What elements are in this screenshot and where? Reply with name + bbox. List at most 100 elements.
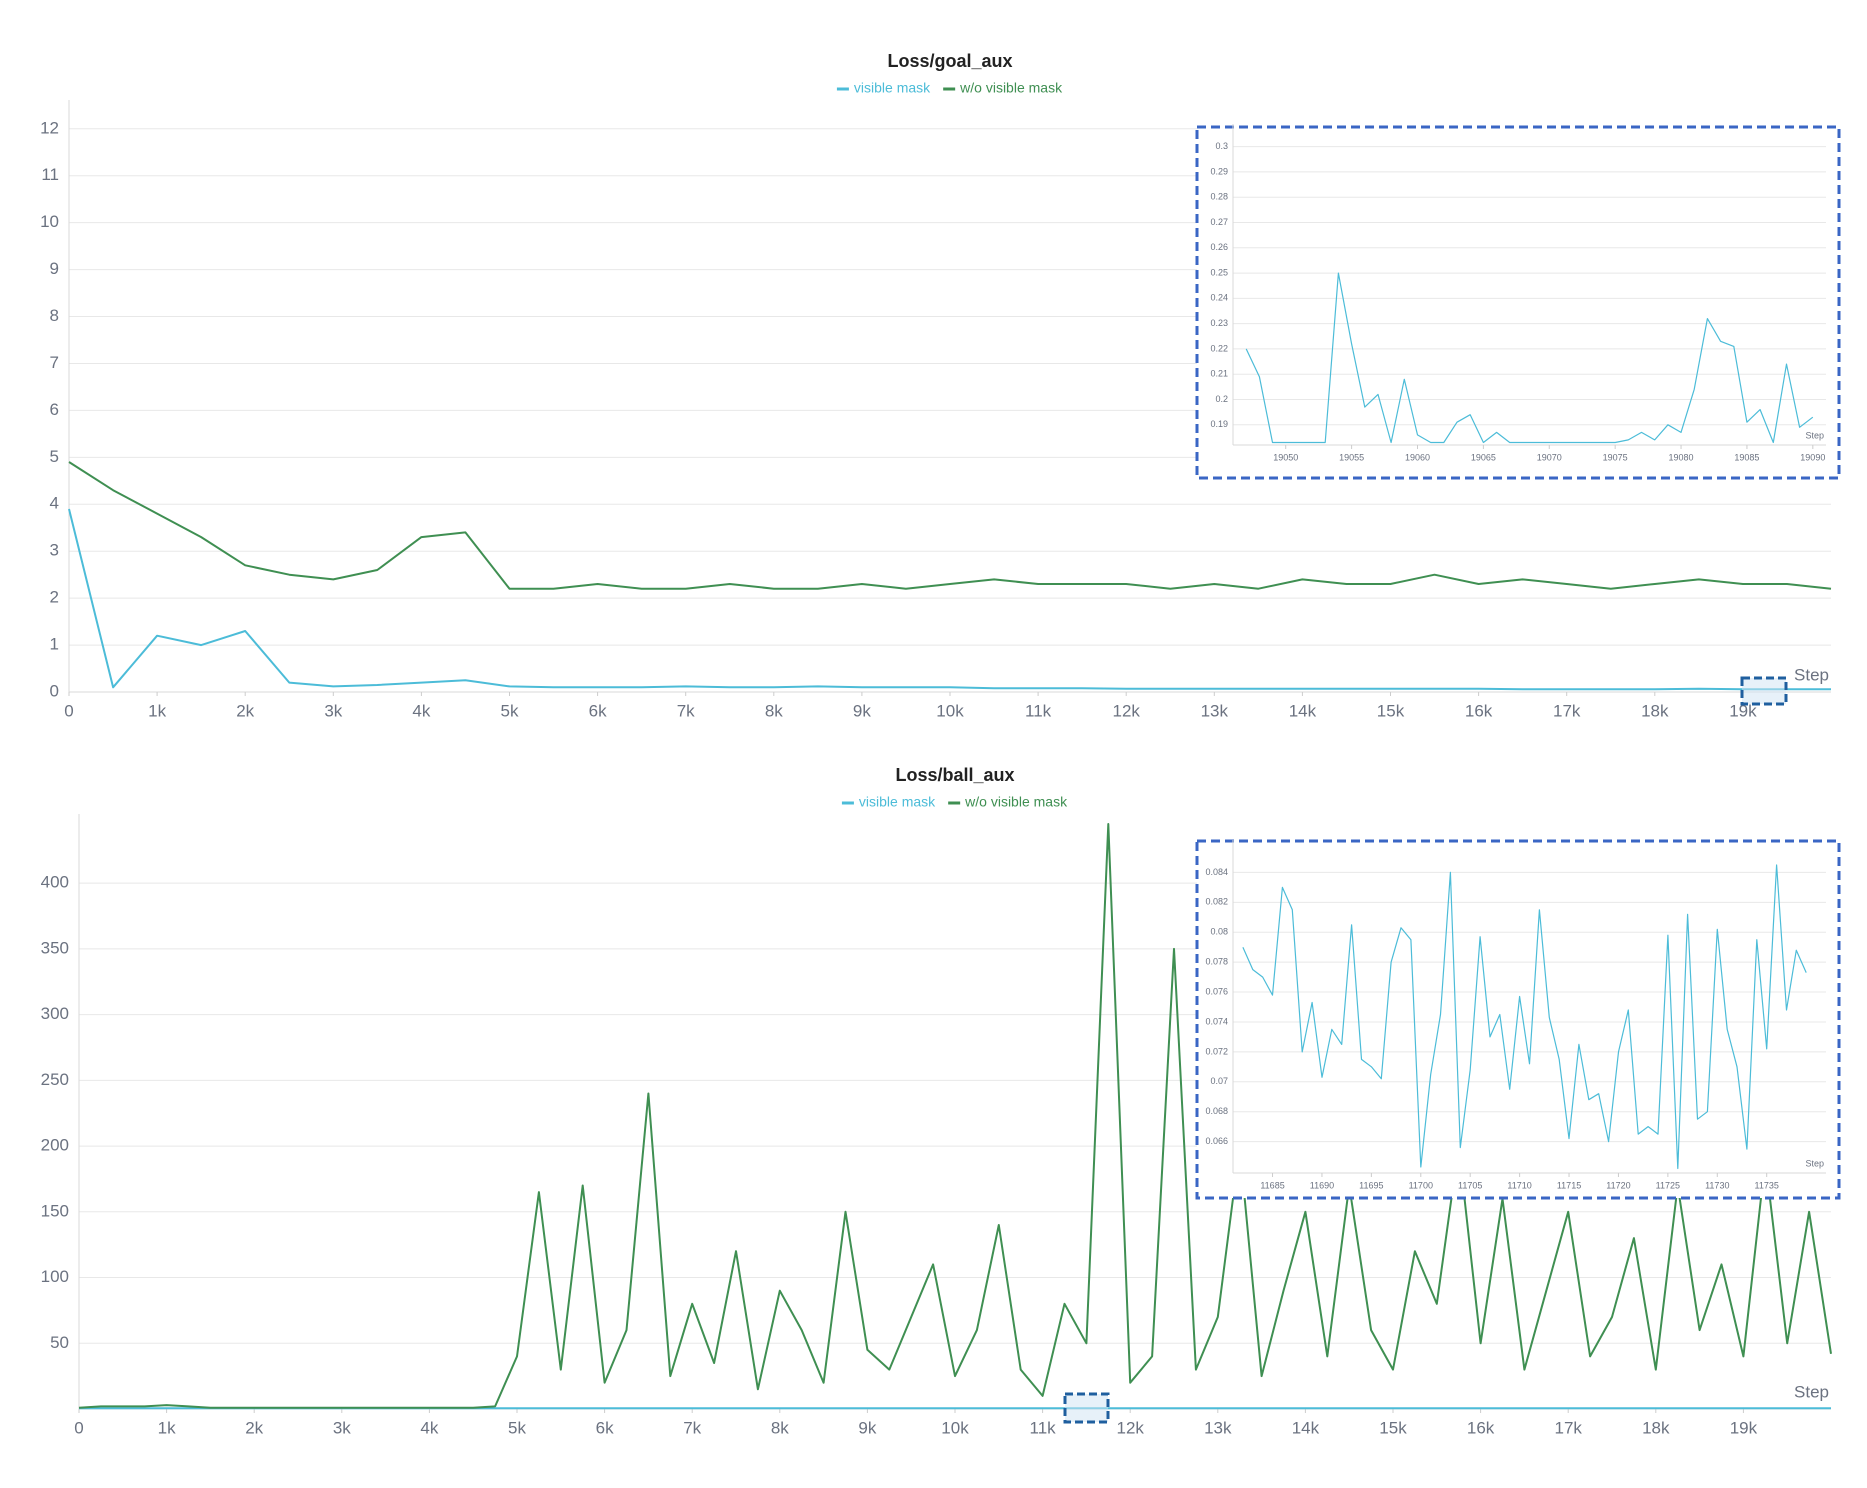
x-axis-label: Step: [1805, 1158, 1824, 1168]
x-tick-label: 3k: [333, 1418, 351, 1437]
y-tick-label: 0.066: [1205, 1136, 1228, 1146]
x-tick-label: 16k: [1467, 1418, 1495, 1437]
x-tick-label: 0: [64, 701, 73, 720]
series-line: [1245, 272, 1814, 444]
x-tick-label: 19k: [1729, 701, 1757, 720]
x-tick-label: 4k: [420, 1418, 438, 1437]
x-tick-label: 2k: [236, 701, 254, 720]
y-tick-label: 0.2: [1215, 394, 1228, 404]
y-tick-label: 50: [50, 1333, 69, 1352]
y-tick-label: 1: [50, 635, 59, 654]
x-tick-label: 10k: [941, 1418, 969, 1437]
y-tick-label: 3: [50, 541, 59, 560]
x-tick-label: 1k: [158, 1418, 176, 1437]
x-tick-label: 11705: [1458, 1180, 1482, 1190]
x-tick-label: 18k: [1642, 1418, 1670, 1437]
x-tick-label: 14k: [1292, 1418, 1320, 1437]
y-tick-label: 0.23: [1210, 318, 1228, 328]
y-tick-label: 2: [50, 588, 59, 607]
y-tick-label: 0.08: [1210, 927, 1228, 937]
y-tick-label: 250: [41, 1070, 69, 1089]
legend-label: w/o visible mask: [959, 80, 1063, 96]
y-tick-label: 200: [41, 1136, 69, 1155]
legend-label: w/o visible mask: [964, 794, 1068, 810]
inset-frame: [1195, 839, 1841, 1200]
chart-title: Loss/ball_aux: [895, 765, 1014, 785]
goal-aux-inset: 0.19 0.2 0.21 0.22 0.23 0.24 0.25 0.26 0.27 0.28 0…: [1210, 124, 1826, 462]
x-tick-label: 3k: [324, 701, 342, 720]
x-tick-label: 11700: [1409, 1180, 1433, 1190]
x-axis-label: Step: [1794, 665, 1829, 684]
x-tick-label: 19065: [1471, 452, 1496, 462]
x-tick-label: 5k: [501, 701, 519, 720]
x-tick-label: 19k: [1730, 1418, 1758, 1437]
y-tick-label: 5: [50, 447, 59, 466]
y-tick-label: 400: [41, 873, 69, 892]
y-tick-label: 0.21: [1210, 369, 1228, 379]
x-tick-label: 11695: [1359, 1180, 1383, 1190]
x-tick-label: 11690: [1310, 1180, 1334, 1190]
y-tick-label: 0.072: [1205, 1046, 1228, 1056]
y-tick-label: 150: [41, 1201, 69, 1220]
x-tick-label: 11685: [1260, 1180, 1284, 1190]
y-tick-label: 0.3: [1215, 141, 1228, 151]
x-tick-label: 11730: [1705, 1180, 1729, 1190]
y-tick-label: 12: [40, 118, 59, 137]
x-tick-label: 12k: [1116, 1418, 1144, 1437]
y-tick-label: 350: [41, 938, 69, 957]
y-tick-label: 10: [40, 212, 59, 231]
y-tick-label: 11: [41, 165, 59, 184]
y-tick-label: 100: [41, 1267, 69, 1286]
x-tick-label: 7k: [677, 701, 695, 720]
y-tick-label: 4: [50, 494, 59, 513]
y-tick-label: 0.25: [1210, 267, 1228, 277]
legend-label: visible mask: [854, 80, 931, 96]
legend-label: visible mask: [859, 794, 936, 810]
x-tick-label: 19055: [1339, 452, 1364, 462]
y-tick-label: 0.26: [1210, 242, 1228, 252]
x-tick-label: 19090: [1800, 452, 1825, 462]
x-tick-label: 15k: [1379, 1418, 1407, 1437]
x-tick-label: 7k: [683, 1418, 701, 1437]
x-tick-label: 8k: [765, 701, 783, 720]
x-tick-label: 11715: [1557, 1180, 1581, 1190]
x-tick-label: 18k: [1641, 701, 1669, 720]
x-tick-label: 19080: [1669, 452, 1694, 462]
zoom-region: [1740, 676, 1788, 706]
x-tick-label: 11k: [1025, 701, 1052, 720]
y-tick-label: 0.084: [1205, 867, 1228, 877]
x-axis-label: Step: [1805, 430, 1824, 440]
series-line: [68, 508, 1831, 691]
x-tick-label: 11710: [1507, 1180, 1531, 1190]
y-tick-label: 0.19: [1210, 419, 1228, 429]
x-tick-label: 2k: [245, 1418, 263, 1437]
x-tick-label: 16k: [1465, 701, 1493, 720]
x-tick-label: 13k: [1204, 1418, 1232, 1437]
zoom-region: [1063, 1392, 1110, 1424]
y-tick-label: 0: [50, 681, 59, 700]
ball-aux-inset: 0.066 0.068 0.07 0.072 0.074 0.076 0.078 0.08 0.…: [1205, 840, 1826, 1190]
x-tick-label: 11720: [1606, 1180, 1630, 1190]
x-tick-label: 6k: [596, 1418, 614, 1437]
y-tick-label: 0.22: [1210, 343, 1228, 353]
y-tick-label: 0.068: [1205, 1106, 1228, 1116]
y-tick-label: 0.29: [1210, 166, 1228, 176]
y-tick-label: 0.27: [1210, 217, 1228, 227]
y-tick-label: 6: [50, 400, 59, 419]
x-tick-label: 12k: [1112, 701, 1140, 720]
y-tick-label: 0.078: [1205, 957, 1228, 967]
x-axis-label: Step: [1794, 1382, 1829, 1401]
x-tick-label: 9k: [858, 1418, 876, 1437]
x-tick-label: 19085: [1734, 452, 1759, 462]
series-line: [68, 461, 1832, 590]
x-tick-label: 14k: [1289, 701, 1317, 720]
inset-frame: [1195, 125, 1841, 480]
chart-title: Loss/goal_aux: [887, 51, 1012, 71]
x-tick-label: 19060: [1405, 452, 1430, 462]
x-tick-label: 11735: [1755, 1180, 1779, 1190]
x-tick-label: 11k: [1030, 1418, 1057, 1437]
x-tick-label: 19050: [1273, 452, 1298, 462]
x-tick-label: 17k: [1554, 1418, 1582, 1437]
x-tick-label: 0: [74, 1418, 83, 1437]
